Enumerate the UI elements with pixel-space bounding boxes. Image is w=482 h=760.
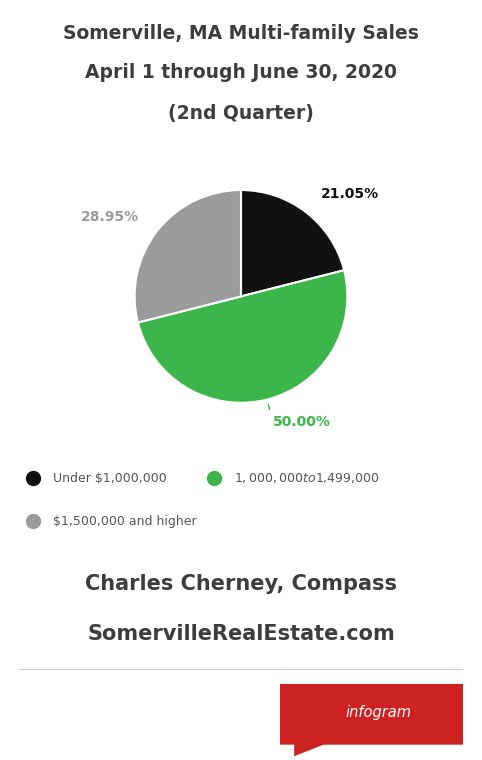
- Text: 21.05%: 21.05%: [321, 187, 379, 201]
- Text: Charles Cherney, Compass: Charles Cherney, Compass: [85, 574, 397, 594]
- Wedge shape: [138, 271, 348, 403]
- Text: $1,500,000 and higher: $1,500,000 and higher: [53, 515, 196, 528]
- Text: Somerville, MA Multi-family Sales: Somerville, MA Multi-family Sales: [63, 24, 419, 43]
- Point: [29, 472, 37, 484]
- Text: 50.00%: 50.00%: [273, 415, 331, 429]
- Text: $1,000,000 to $1,499,000: $1,000,000 to $1,499,000: [234, 471, 380, 486]
- Text: SomervilleRealEstate.com: SomervilleRealEstate.com: [87, 624, 395, 644]
- Wedge shape: [241, 190, 344, 296]
- Text: infogram: infogram: [346, 705, 412, 720]
- Text: Under $1,000,000: Under $1,000,000: [53, 472, 166, 485]
- FancyBboxPatch shape: [268, 684, 474, 745]
- Wedge shape: [134, 190, 241, 322]
- Text: April 1 through June 30, 2020: April 1 through June 30, 2020: [85, 63, 397, 82]
- Point: [211, 472, 218, 484]
- Text: (2nd Quarter): (2nd Quarter): [168, 104, 314, 123]
- Point: [29, 515, 37, 527]
- Polygon shape: [294, 740, 335, 756]
- Text: 28.95%: 28.95%: [80, 210, 138, 223]
